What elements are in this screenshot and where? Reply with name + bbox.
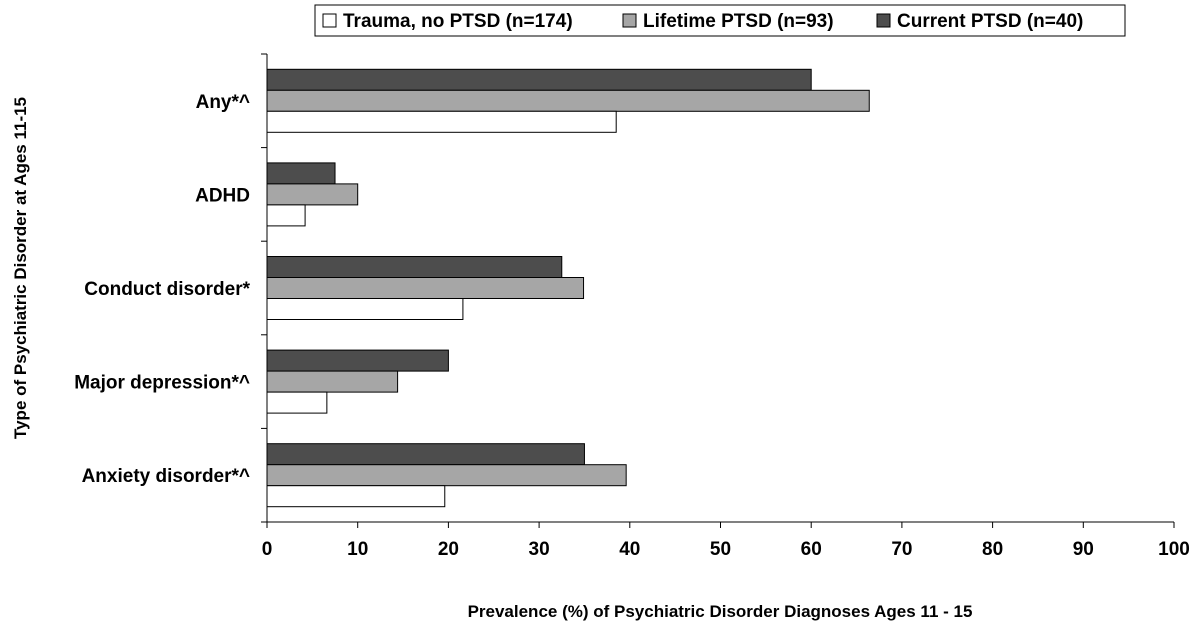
bar [266, 162, 336, 185]
x-tick-label: 40 [619, 539, 640, 560]
x-tick-label: 20 [438, 539, 459, 560]
bar [266, 485, 446, 508]
bar [266, 370, 399, 393]
legend-label: Current PTSD (n=40) [897, 11, 1083, 32]
bar [266, 183, 359, 206]
bar [266, 110, 617, 133]
legend-swatch [322, 13, 337, 28]
x-tick-label: 60 [801, 539, 822, 560]
x-tick-label: 30 [529, 539, 550, 560]
category-label: Major depression*^ [74, 373, 250, 394]
category-label: Anxiety disorder*^ [82, 466, 250, 487]
x-axis-title: Prevalence (%) of Psychiatric Disorder D… [468, 602, 973, 621]
bars [266, 68, 870, 508]
bar [266, 256, 563, 278]
bar [266, 298, 464, 320]
legend-swatch [622, 13, 637, 28]
axes: 0 10 20 30 40 50 60 70 80 90 100 [261, 53, 1190, 560]
category-label: ADHD [195, 185, 250, 206]
bar [266, 464, 627, 487]
x-tick-label: 100 [1158, 539, 1190, 560]
bar [266, 68, 812, 91]
legend: Trauma, no PTSD (n=174) Lifetime PTSD (n=… [314, 4, 1126, 37]
x-tick-label: 10 [347, 539, 368, 560]
y-axis-title: Type of Psychiatric Disorder at Ages 11-… [11, 97, 30, 439]
category-labels: Any*^ ADHD Conduct disorder* Major depressi… [74, 92, 250, 487]
x-tick-label: 80 [982, 539, 1003, 560]
legend-label: Trauma, no PTSD (n=174) [343, 11, 573, 32]
bar [266, 89, 870, 112]
x-tick-label: 0 [262, 539, 273, 560]
legend-box [314, 4, 1126, 37]
category-label: Any*^ [196, 92, 250, 113]
x-tick-label: 70 [891, 539, 912, 560]
bar [266, 349, 449, 372]
legend-swatch [876, 13, 891, 28]
x-tick-label: 50 [710, 539, 731, 560]
category-label: Conduct disorder* [84, 279, 250, 300]
bar [266, 204, 306, 227]
bar [266, 277, 585, 299]
bar [266, 443, 585, 466]
bar [266, 391, 328, 414]
x-tick-label: 90 [1073, 539, 1094, 560]
legend-label: Lifetime PTSD (n=93) [643, 11, 834, 32]
